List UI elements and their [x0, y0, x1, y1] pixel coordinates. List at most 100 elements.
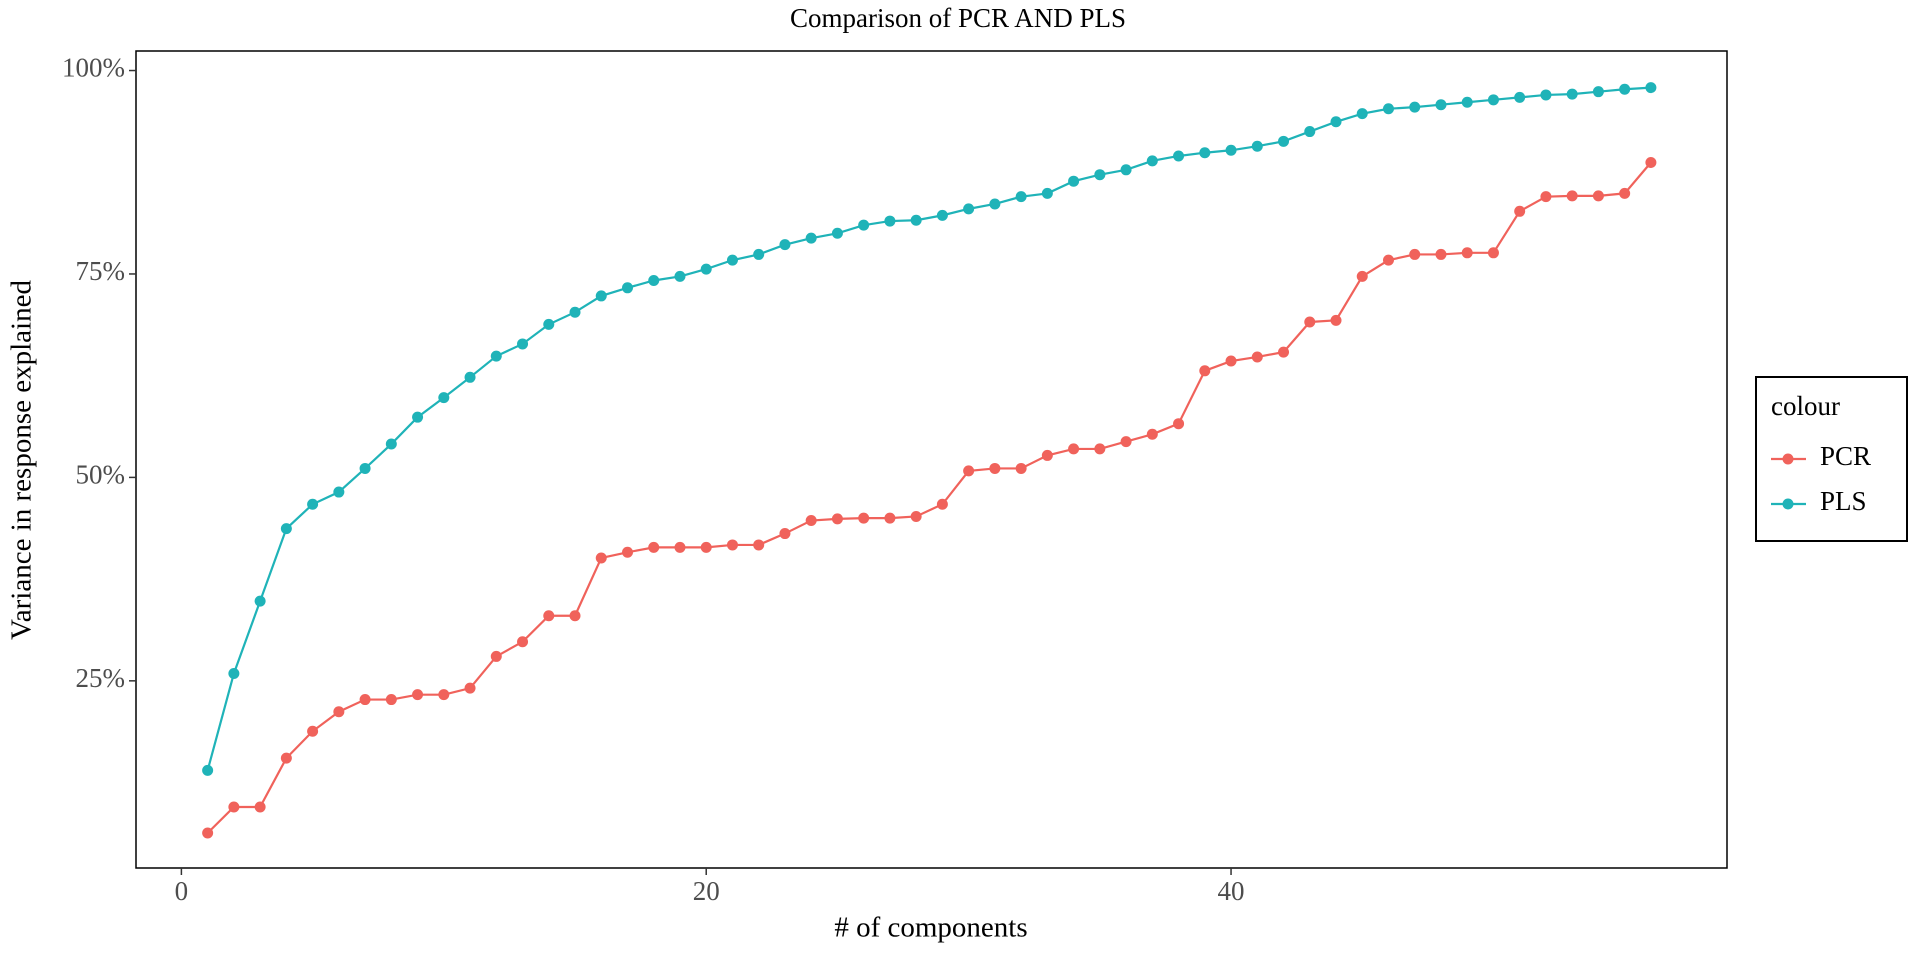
point	[490, 350, 502, 362]
point	[831, 513, 843, 525]
y-axis-title: Variance in response explained	[6, 280, 38, 640]
point	[1146, 428, 1158, 440]
point	[1304, 316, 1316, 328]
point	[1173, 418, 1185, 430]
point	[228, 668, 240, 680]
point	[1461, 96, 1473, 108]
point	[438, 689, 450, 701]
point	[1566, 190, 1578, 202]
point	[779, 528, 791, 540]
point	[1487, 247, 1499, 259]
point	[569, 610, 581, 622]
point	[1409, 248, 1421, 260]
point	[1382, 103, 1394, 115]
point	[1330, 314, 1342, 326]
point	[280, 523, 292, 535]
point	[779, 239, 791, 251]
point	[307, 498, 319, 510]
point	[963, 203, 975, 215]
point	[884, 215, 896, 227]
point	[1435, 99, 1447, 111]
point	[1409, 101, 1421, 113]
point	[621, 546, 633, 558]
point	[517, 636, 529, 648]
point	[385, 438, 397, 450]
point	[412, 411, 424, 423]
legend-label: PLS	[1820, 486, 1867, 516]
point	[1225, 144, 1237, 156]
point	[700, 263, 712, 275]
point	[936, 498, 948, 510]
point	[1094, 169, 1106, 181]
point	[1356, 108, 1368, 120]
point	[1592, 86, 1604, 98]
point	[464, 371, 476, 383]
point	[1487, 94, 1499, 106]
point	[1015, 191, 1027, 203]
point	[805, 232, 817, 244]
plot-frame	[135, 50, 1728, 869]
point	[726, 254, 738, 266]
point	[1225, 355, 1237, 367]
x-axis-title: # of components	[834, 912, 1027, 944]
point	[595, 290, 607, 302]
point	[385, 694, 397, 706]
point	[726, 539, 738, 551]
point	[1540, 191, 1552, 203]
point	[543, 318, 555, 330]
point	[569, 306, 581, 318]
legend-dot	[1782, 453, 1794, 465]
point	[1304, 126, 1316, 138]
point	[674, 541, 686, 553]
series-line	[206, 86, 1651, 771]
y-tick-label: 75%	[76, 256, 126, 286]
point	[202, 827, 214, 839]
point	[1173, 150, 1185, 162]
point	[359, 694, 371, 706]
point	[989, 462, 1001, 474]
point	[280, 752, 292, 764]
point	[228, 801, 240, 813]
point	[1199, 365, 1211, 377]
point	[1382, 254, 1394, 266]
point	[753, 248, 765, 260]
point	[621, 282, 633, 294]
point	[753, 539, 765, 551]
x-tick-label: 40	[1218, 876, 1245, 906]
point	[307, 725, 319, 737]
y-tick-label: 100%	[62, 53, 125, 83]
point	[1330, 116, 1342, 128]
point	[989, 198, 1001, 210]
point	[700, 541, 712, 553]
point	[333, 486, 345, 498]
point	[1461, 247, 1473, 259]
point	[517, 338, 529, 350]
point	[1251, 351, 1263, 363]
point	[1619, 187, 1631, 199]
point	[910, 214, 922, 226]
point	[1278, 135, 1290, 147]
point	[1540, 89, 1552, 101]
point	[1251, 140, 1263, 152]
legend-label: PCR	[1820, 441, 1871, 471]
point	[1041, 449, 1053, 461]
point	[1645, 82, 1657, 94]
point	[674, 270, 686, 282]
chart-title: Comparison of PCR AND PLS	[790, 3, 1126, 33]
point	[648, 274, 660, 286]
x-tick-label: 20	[693, 876, 720, 906]
point	[910, 510, 922, 522]
series-line	[206, 161, 1652, 834]
point	[1514, 91, 1526, 103]
point	[884, 512, 896, 524]
point	[464, 682, 476, 694]
point	[254, 595, 266, 607]
point	[254, 801, 266, 813]
point	[805, 515, 817, 527]
legend-dot	[1782, 498, 1794, 510]
point	[858, 512, 870, 524]
point	[1068, 443, 1080, 455]
point	[1068, 175, 1080, 187]
